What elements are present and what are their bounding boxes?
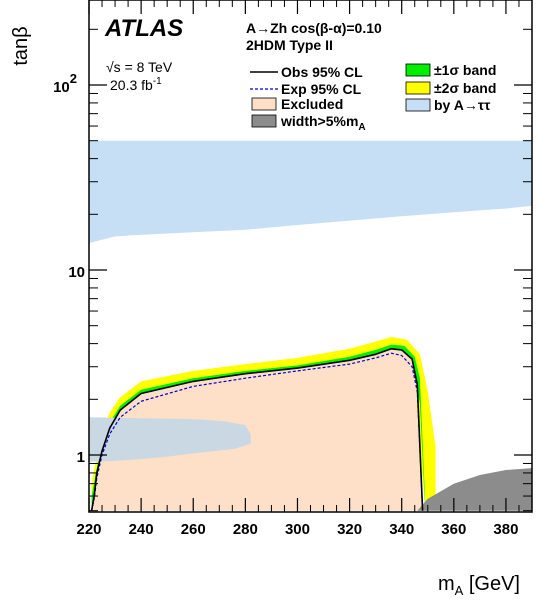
sqrt-s-label: √s = 8 TeV <box>106 59 173 75</box>
legend-excluded-label: Excluded <box>281 96 343 112</box>
legend-width-text: width>5%m <box>280 113 358 129</box>
legend-band1-swatch <box>405 63 431 77</box>
legend-tautau-label: by A→ττ <box>434 97 491 113</box>
excluded-region <box>91 348 423 511</box>
tautau-excluded-low-region <box>89 417 251 462</box>
width-region <box>417 468 532 511</box>
x-tick-label: 280 <box>233 521 258 538</box>
x-tick-label: 300 <box>285 521 310 538</box>
x-axis-title-m: m <box>438 573 455 595</box>
scenario-line2: 2HDM Type II <box>246 37 333 53</box>
legend-width-sub: A <box>358 122 365 133</box>
x-tick-label: 260 <box>181 521 206 538</box>
x-tick-label: 360 <box>441 521 466 538</box>
legend-width-swatch <box>251 114 277 128</box>
y-tick-label: 102 <box>53 71 77 96</box>
x-tick-label: 220 <box>76 521 101 538</box>
legend-tautau-swatch <box>405 98 431 112</box>
legend-excluded-swatch <box>251 97 277 111</box>
expected-2sigma-band <box>91 336 436 511</box>
legend-band2-label: ±2σ band <box>434 80 496 96</box>
legend-exp-label: Exp 95% CL <box>281 81 362 97</box>
legend: Obs 95% CL Exp 95% CL Excluded width>5%m… <box>250 62 496 133</box>
x-tick-label: 380 <box>493 521 518 538</box>
lumi-unit-sup: -1 <box>153 76 162 87</box>
x-tick-label: 240 <box>129 521 154 538</box>
x-axis-title-unit: [GeV] <box>463 573 520 595</box>
legend-band1-label: ±1σ band <box>434 62 496 78</box>
y-axis-ticks: 1 10 102 <box>53 28 532 512</box>
x-axis-title: mA [GeV] <box>438 573 520 598</box>
atlas-label: ATLAS <box>104 15 183 42</box>
x-axis-title-sub: A <box>455 583 464 598</box>
x-axis-ticks: 220 240 260 280 300 320 340 360 380 <box>76 0 533 538</box>
y-tick-label: 10 <box>68 264 85 281</box>
legend-band2-swatch <box>405 81 431 95</box>
limit-curves <box>90 347 424 511</box>
legend-width-label: width>5%mA <box>280 113 366 133</box>
lumi-label: 20.3 fb-1 <box>110 76 162 93</box>
lumi-value: 20.3 fb <box>110 77 153 93</box>
plot-regions <box>89 140 532 511</box>
y-axis-title: tanβ <box>10 26 32 65</box>
expected-limit-line <box>91 352 424 511</box>
x-tick-label: 320 <box>337 521 362 538</box>
x-tick-label: 340 <box>389 521 414 538</box>
observed-limit-line <box>90 347 424 511</box>
legend-obs-label: Obs 95% CL <box>281 64 363 80</box>
scenario-line1: A→Zh cos(β-α)=0.10 <box>246 20 382 36</box>
y-tick-label: 1 <box>77 449 85 466</box>
tautau-excluded-high-region <box>89 140 532 243</box>
